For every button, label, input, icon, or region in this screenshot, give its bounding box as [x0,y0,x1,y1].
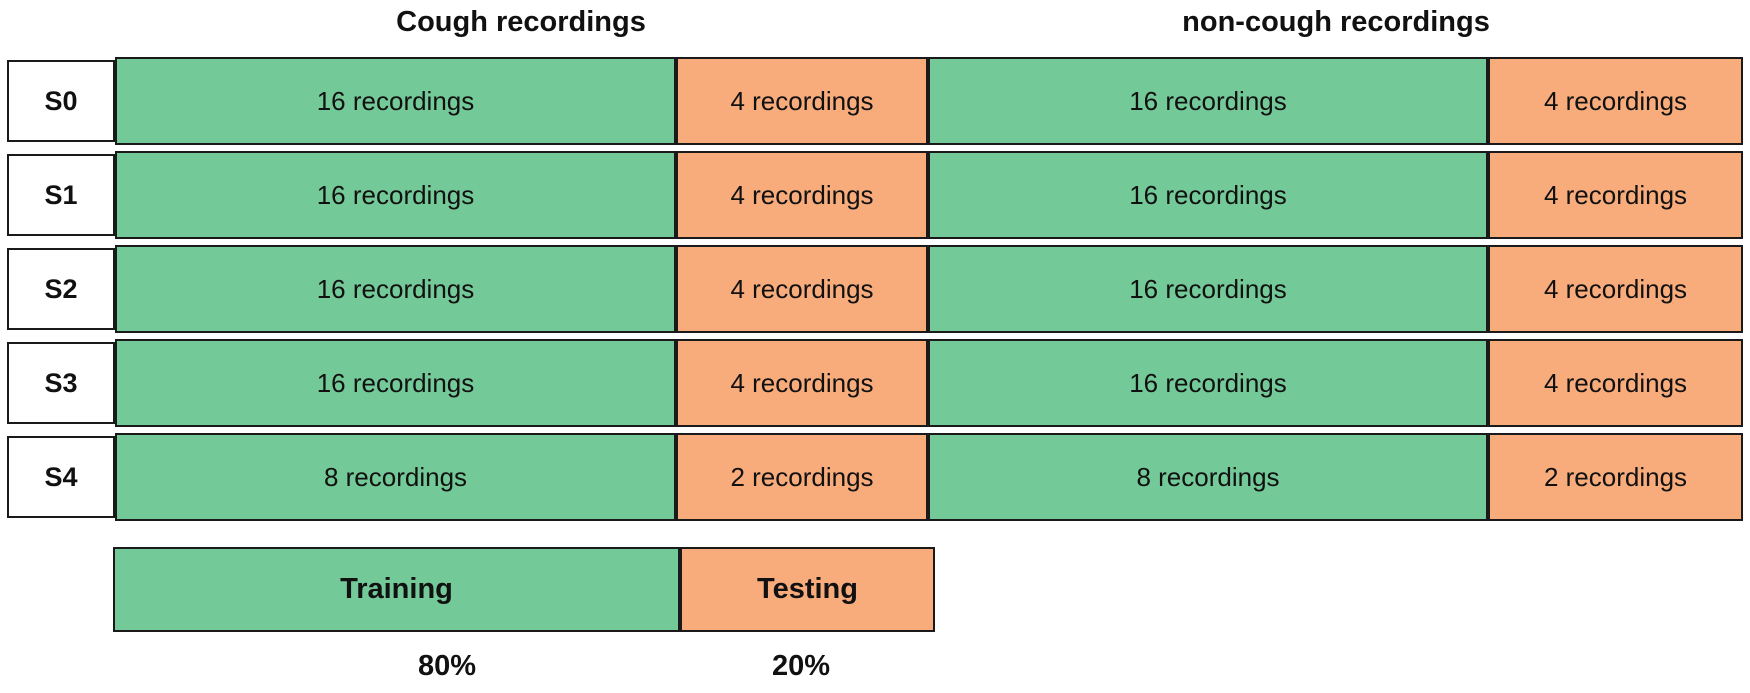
cough-testing-cell: 4 recordings [676,245,928,333]
training-percentage-label: 80% [417,650,477,682]
testing-percentage-label: 20% [771,650,831,682]
subject-label: S0 [7,60,115,142]
legend-training-swatch: Training [113,547,680,632]
cough-testing-cell: 4 recordings [676,339,928,427]
non-cough-recordings-header: non-cough recordings [1182,6,1490,38]
cough-testing-cell: 2 recordings [676,433,928,521]
noncough-training-cell: 16 recordings [928,57,1488,145]
cough-testing-cell: 4 recordings [676,151,928,239]
cough-training-cell: 16 recordings [115,151,676,239]
cough-training-cell: 8 recordings [115,433,676,521]
noncough-training-cell: 16 recordings [928,245,1488,333]
noncough-testing-cell: 4 recordings [1488,151,1743,239]
subject-row-s1: S1 16 recordings 4 recordings 16 recordi… [0,151,1750,239]
subject-label: S3 [7,342,115,424]
subject-label: S2 [7,248,115,330]
cough-training-cell: 16 recordings [115,57,676,145]
subject-label: S1 [7,154,115,236]
cough-recordings-header: Cough recordings [396,6,646,38]
noncough-training-cell: 16 recordings [928,151,1488,239]
noncough-training-cell: 16 recordings [928,339,1488,427]
noncough-training-cell: 8 recordings [928,433,1488,521]
subject-row-s0: S0 16 recordings 4 recordings 16 recordi… [0,57,1750,145]
subject-row-s3: S3 16 recordings 4 recordings 16 recordi… [0,339,1750,427]
cough-testing-cell: 4 recordings [676,57,928,145]
subject-label: S4 [7,436,115,518]
cough-training-cell: 16 recordings [115,245,676,333]
noncough-testing-cell: 4 recordings [1488,245,1743,333]
legend-testing-swatch: Testing [680,547,935,632]
noncough-testing-cell: 4 recordings [1488,339,1743,427]
noncough-testing-cell: 2 recordings [1488,433,1743,521]
subject-row-s4: S4 8 recordings 2 recordings 8 recording… [0,433,1750,521]
subject-row-s2: S2 16 recordings 4 recordings 16 recordi… [0,245,1750,333]
cough-training-cell: 16 recordings [115,339,676,427]
noncough-testing-cell: 4 recordings [1488,57,1743,145]
